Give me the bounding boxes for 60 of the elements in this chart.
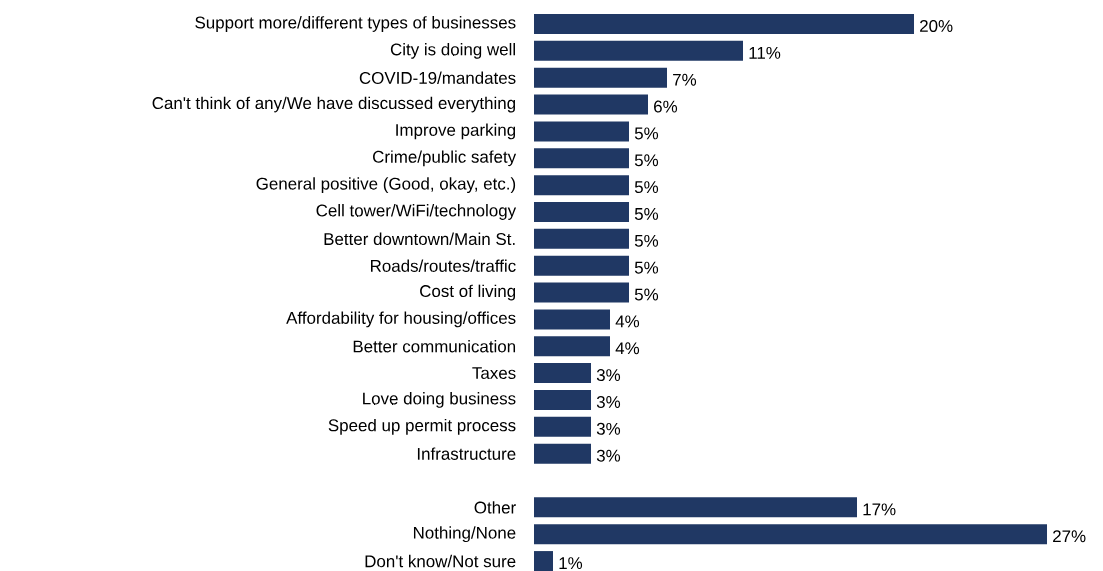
bar	[534, 551, 553, 571]
bar	[534, 201, 629, 222]
data-label: 27%	[1053, 530, 1086, 543]
y-tick-label: Love doing business	[363, 392, 516, 408]
bar	[534, 175, 629, 196]
y-tick-label: Crime/public safety	[373, 150, 517, 167]
data-label: 3%	[596, 449, 621, 462]
y-tick-label: Improve parking	[396, 123, 516, 140]
y-tick-label: Roads/routes/traffic	[371, 259, 516, 272]
data-label: 3%	[596, 395, 621, 408]
data-label: 4%	[615, 315, 640, 328]
bar	[534, 282, 629, 303]
data-label: 5%	[634, 208, 659, 220]
data-label: 3%	[596, 422, 621, 435]
y-tick-label: Affordability for housing/offices	[286, 311, 516, 328]
y-tick-label: Don't know/Not sure	[365, 554, 516, 568]
y-tick-label: Speed up permit process	[328, 418, 516, 435]
y-tick-label: Cell tower/WiFi/technology	[316, 204, 517, 220]
y-tick-label: Better communication	[353, 340, 516, 353]
y-tick-label: Support more/different types of businesses	[195, 16, 516, 32]
data-label: 5%	[634, 154, 659, 167]
bar	[534, 497, 857, 518]
bar	[534, 309, 610, 330]
bar	[534, 228, 629, 249]
data-label: 5%	[634, 181, 659, 194]
bar	[534, 416, 591, 437]
y-tick-label: Nothing/None	[413, 526, 516, 543]
data-label: 5%	[634, 261, 659, 274]
bar	[534, 121, 629, 142]
data-label: 17%	[863, 503, 896, 516]
data-label: 4%	[615, 342, 640, 355]
data-label: 20%	[920, 20, 953, 33]
bar	[534, 443, 591, 464]
bar	[534, 67, 667, 88]
data-label: 11%	[749, 46, 781, 59]
data-label: 1%	[559, 557, 583, 569]
data-label: 6%	[654, 100, 678, 113]
y-tick-label: City is doing well	[390, 42, 515, 59]
bar	[534, 94, 648, 115]
bar	[534, 148, 629, 169]
data-label: 5%	[634, 288, 659, 301]
bar	[534, 255, 629, 276]
bar	[534, 336, 610, 357]
y-tick-label: Infrastructure	[417, 447, 516, 460]
data-label: 5%	[634, 127, 659, 140]
bar	[534, 363, 591, 384]
y-tick-label: Better downtown/Main St.	[324, 232, 515, 246]
y-tick-label: Cost of living	[420, 284, 516, 301]
data-label: 5%	[634, 234, 659, 247]
y-tick-label: Taxes	[472, 367, 516, 380]
data-label: 3%	[596, 369, 621, 382]
y-tick-label: General positive (Good, okay, etc.)	[256, 177, 516, 194]
bar	[534, 14, 914, 35]
y-tick-label: Can't think of any/We have discussed everything	[152, 96, 515, 113]
bar	[534, 389, 591, 410]
y-tick-label: Other	[474, 501, 516, 514]
bar	[534, 524, 1048, 545]
data-label: 7%	[673, 73, 697, 86]
bar	[534, 40, 743, 61]
y-tick-label: COVID-19/mandates	[359, 71, 516, 84]
